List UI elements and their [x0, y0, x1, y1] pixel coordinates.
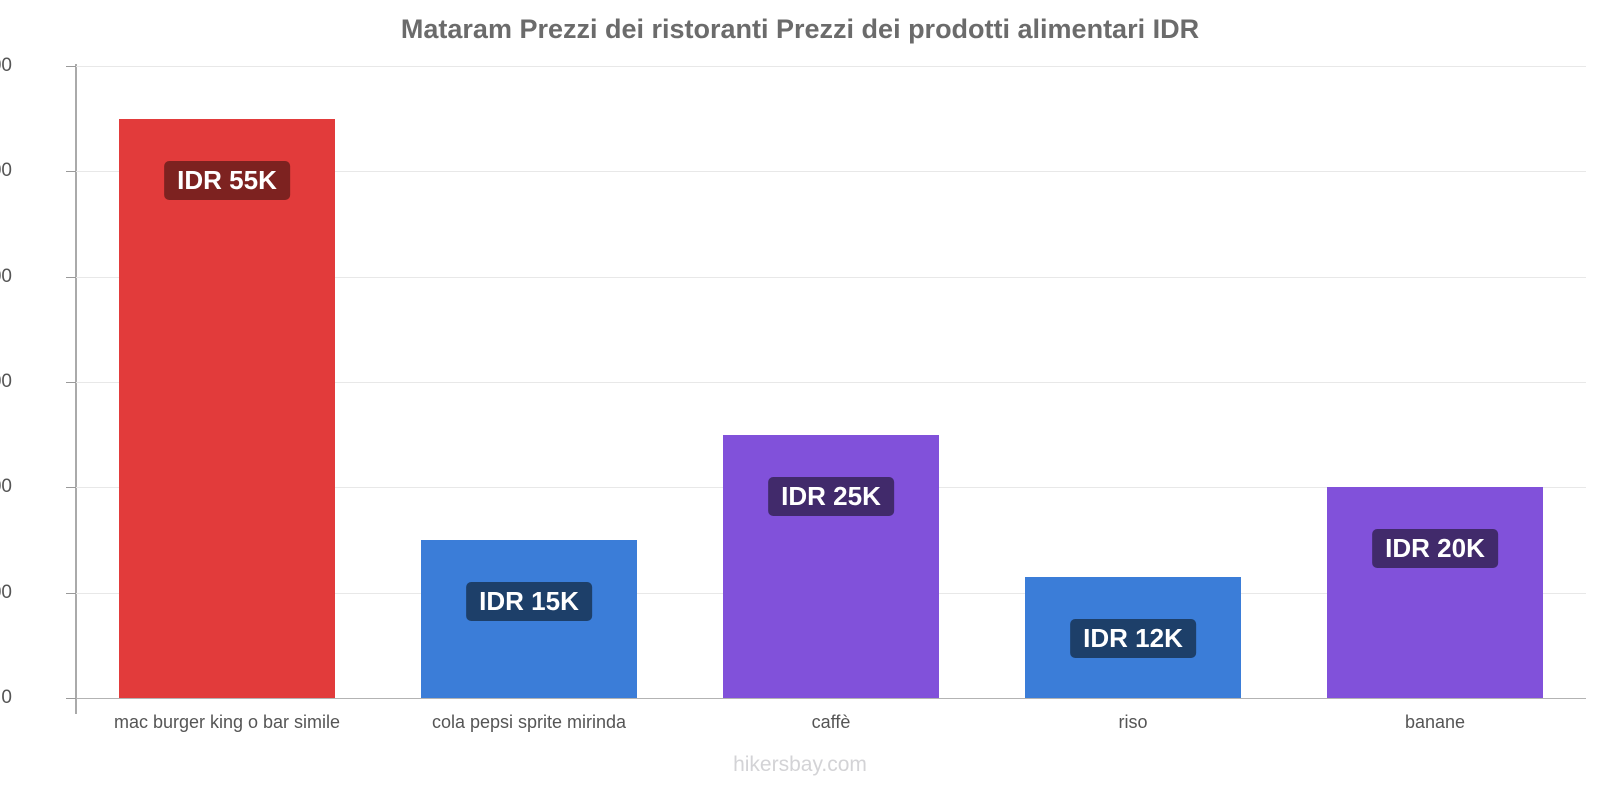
gridline	[76, 66, 1586, 67]
y-tick-mark	[66, 592, 76, 594]
bar-value-label: IDR 12K	[1070, 618, 1196, 658]
plot-area	[76, 66, 1586, 699]
y-tick-label-text: 0	[1, 687, 12, 708]
y-tick-mark	[66, 171, 76, 173]
y-tick-mark	[66, 66, 76, 67]
x-tick-label: cola pepsi sprite mirinda	[431, 712, 627, 732]
bar[interactable]	[119, 118, 335, 698]
y-tick-label-text: 20000	[0, 476, 12, 498]
bar[interactable]	[723, 434, 939, 698]
y-axis-line	[75, 64, 77, 714]
gridline	[76, 698, 1586, 699]
y-tick-mark	[66, 487, 76, 489]
y-tick-mark	[66, 698, 76, 699]
y-tick-label-text: 60000	[0, 55, 12, 76]
y-tick-label-text: 30000	[0, 371, 12, 392]
y-tick-mark	[66, 382, 76, 383]
gridline	[76, 276, 1586, 278]
y-tick-mark	[66, 276, 76, 278]
chart-title: Mataram Prezzi dei ristoranti Prezzi dei…	[400, 14, 1200, 44]
bar[interactable]	[1327, 487, 1543, 698]
bar-value-label: IDR 15K	[466, 582, 592, 621]
footer-watermark: hikersbay.com	[733, 753, 867, 776]
bar-value-label: IDR 20K	[1372, 529, 1498, 569]
x-tick-label: mac burger king o bar simile	[113, 712, 341, 732]
gridline	[76, 171, 1586, 173]
bar-value-label: IDR 25K	[768, 476, 894, 516]
x-tick-label: riso	[1118, 712, 1148, 732]
y-tick-label-text: 50000	[0, 160, 12, 182]
x-tick-label: banane	[1404, 712, 1466, 732]
y-tick-label-text: 10000	[0, 581, 12, 603]
bar-value-label: IDR 55K	[164, 160, 290, 200]
gridline	[76, 382, 1586, 383]
y-tick-label-text: 40000	[0, 265, 12, 287]
x-tick-label: caffè	[811, 712, 851, 732]
